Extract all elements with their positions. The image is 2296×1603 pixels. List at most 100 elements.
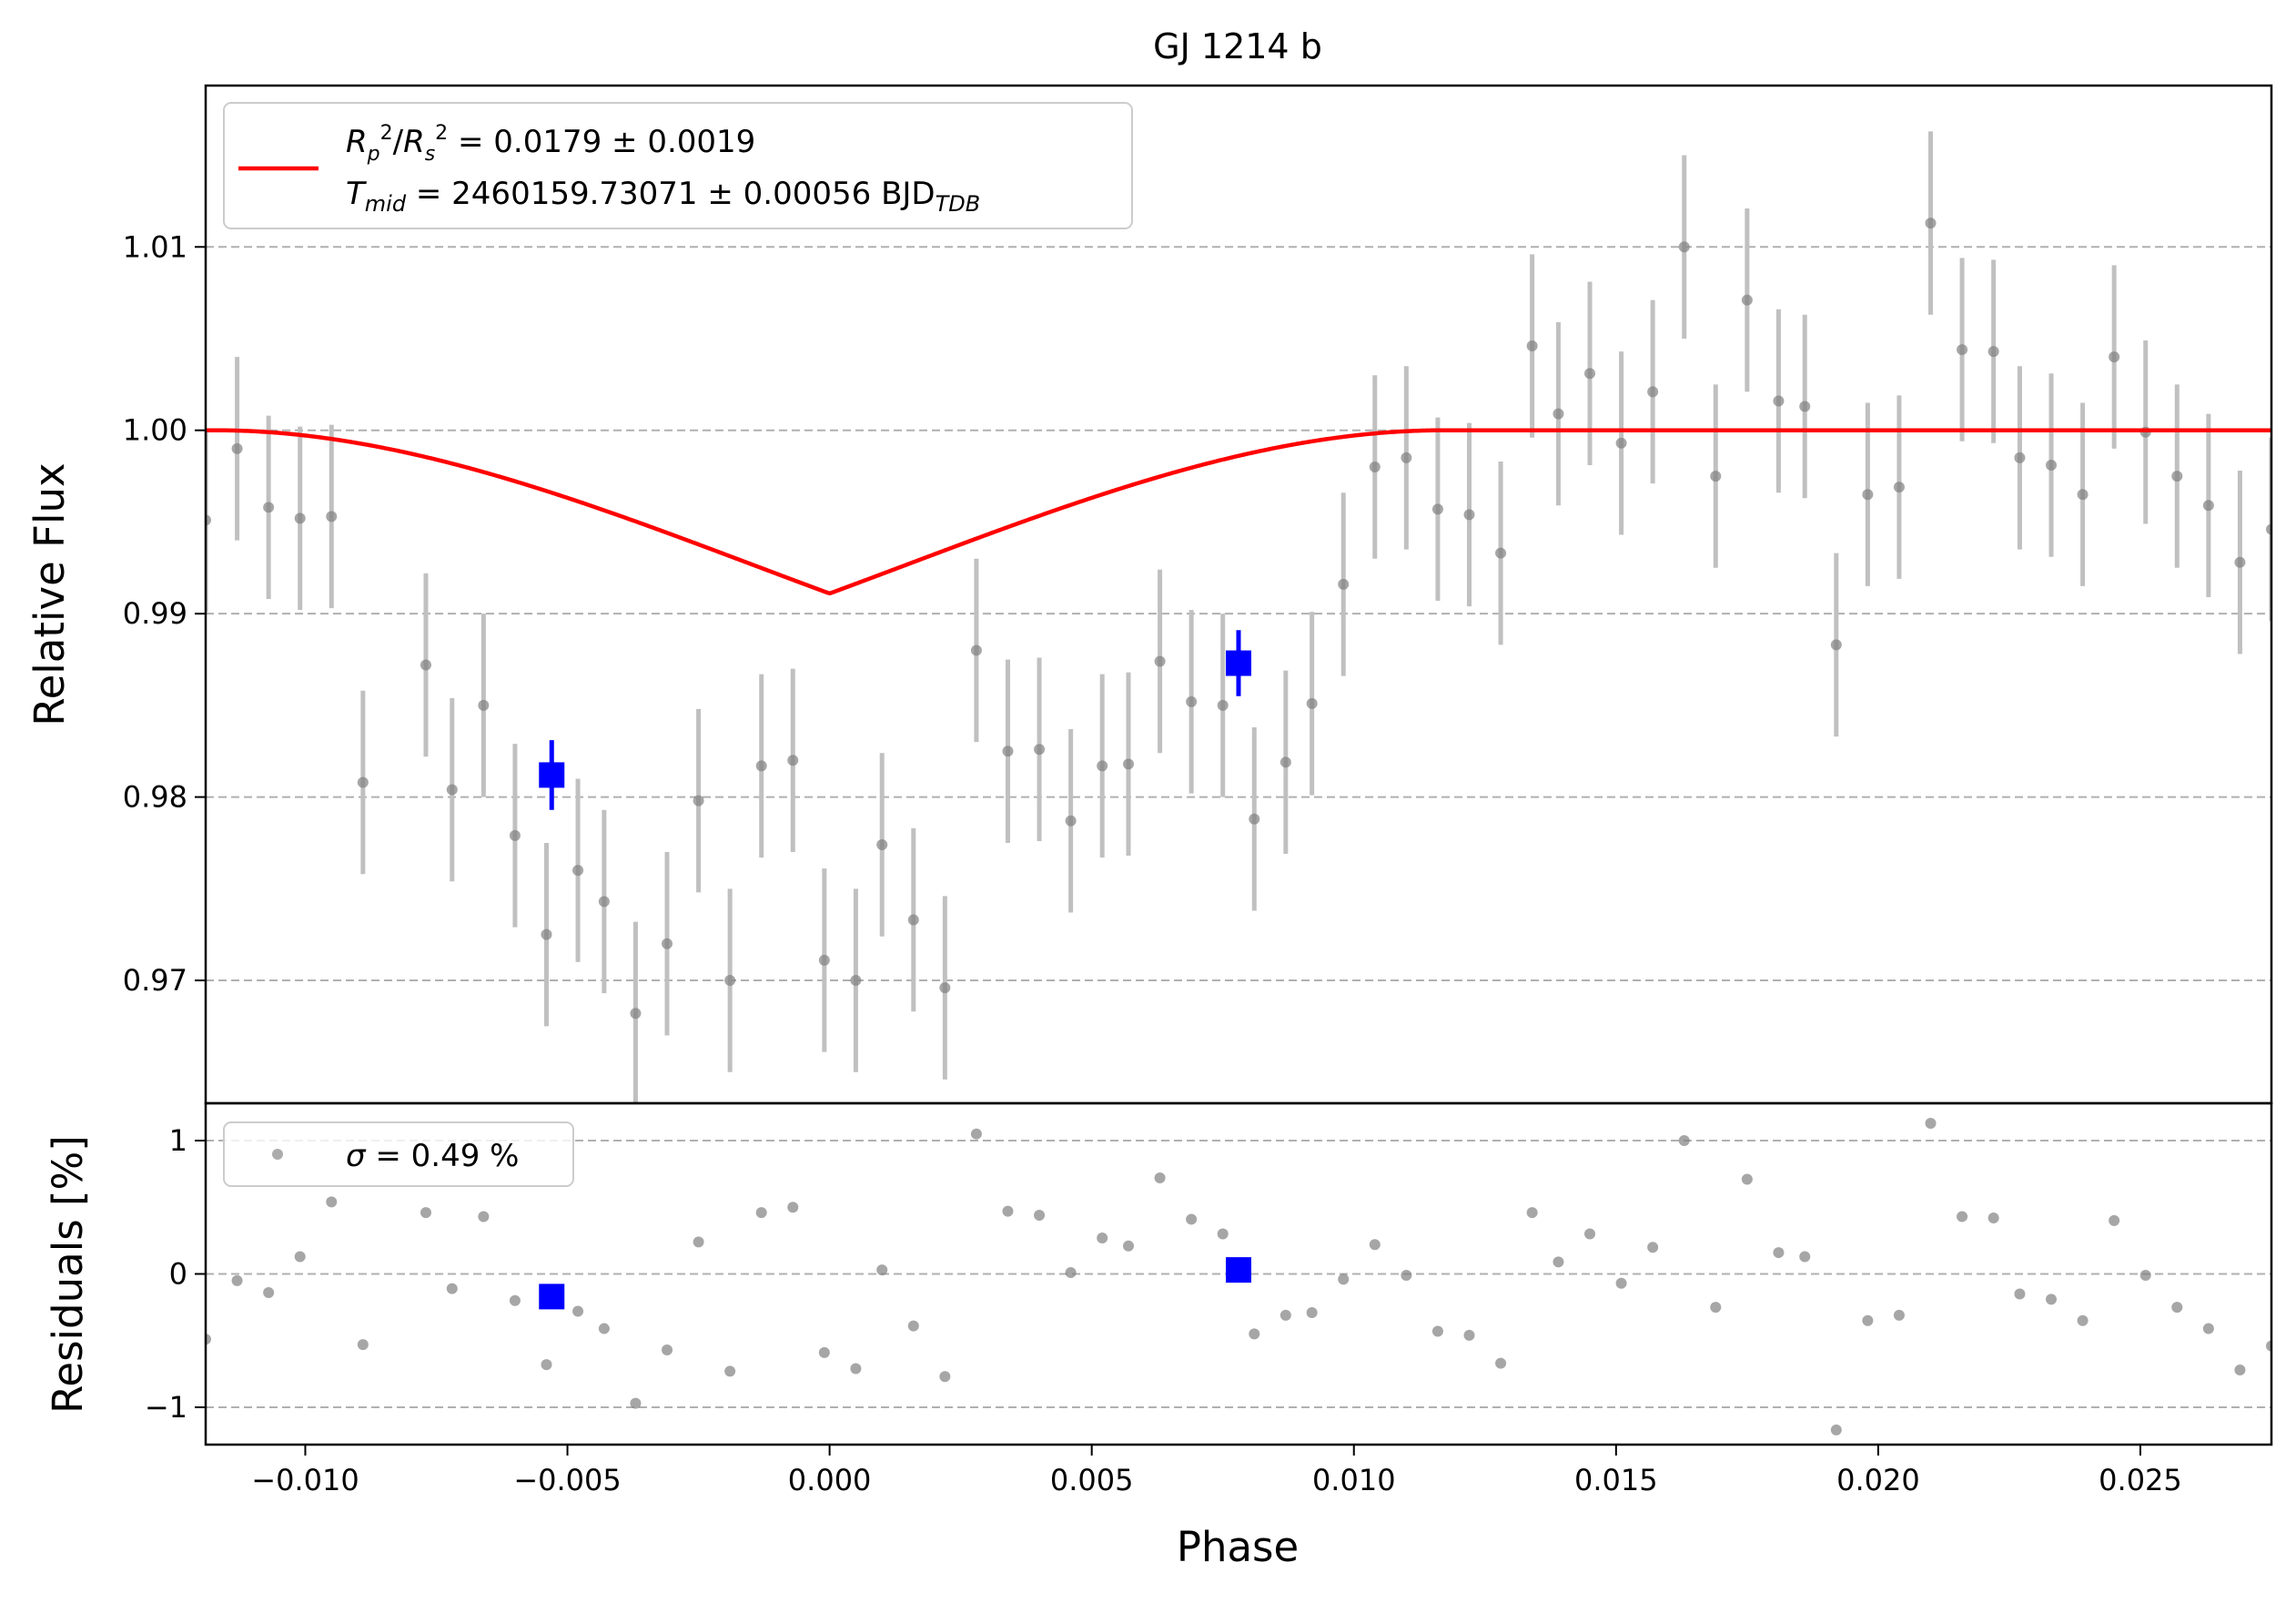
binned-point [1226, 650, 1251, 676]
data-point [2202, 500, 2214, 512]
data-point [2046, 459, 2058, 471]
legend-sigma-line: σ = 0.49 % [346, 1138, 520, 1174]
residual-point [1862, 1314, 1874, 1326]
legend-rp-line: Rp2/Rs2 = 0.0179 ± 0.0019 [346, 122, 755, 166]
residual-point [2014, 1288, 2026, 1300]
data-point [326, 511, 338, 522]
data-point [1097, 760, 1108, 772]
data-point [294, 512, 306, 524]
data-point [1773, 395, 1785, 407]
x-tick-label: 0.000 [788, 1463, 872, 1497]
data-point [2109, 351, 2120, 363]
data-point [1799, 401, 1811, 412]
residual-point [2266, 1340, 2271, 1352]
residual-binned-point [1226, 1257, 1251, 1283]
residual-point [1338, 1273, 1350, 1285]
data-point [1002, 746, 1014, 757]
top-y-tick-label: 0.97 [123, 963, 187, 998]
bottom-y-tick-label: 0 [169, 1257, 187, 1292]
data-point [1893, 482, 1905, 493]
data-point [509, 829, 521, 841]
top-data-points [206, 218, 2271, 1020]
x-tick-label: 0.015 [1574, 1463, 1658, 1497]
data-point [662, 938, 673, 949]
data-point [1186, 695, 1198, 707]
data-point [2077, 489, 2089, 501]
residual-points [206, 1117, 2271, 1436]
data-point [970, 644, 982, 656]
data-point [572, 865, 584, 877]
residual-point [1957, 1211, 1968, 1223]
residual-point [1034, 1210, 1046, 1222]
residual-point [1710, 1302, 1722, 1314]
residual-point [755, 1207, 767, 1219]
top-y-tick-label: 1.01 [123, 229, 187, 264]
x-ticks: −0.010 −0.005 0.000 0.005 0.010 0.015 0.020 0.0… [251, 1445, 2182, 1497]
residual-point [1830, 1424, 1842, 1436]
chart-title: GJ 1214 b [1153, 26, 1322, 66]
data-point [755, 760, 767, 772]
transit-light-curve-panel: 0.97 0.98 0.99 1.00 1.01 Relative Flux Rp2/R… [25, 84, 2273, 1105]
residual-point [1369, 1239, 1381, 1251]
residual-point [907, 1320, 919, 1332]
data-point [1615, 437, 1627, 449]
residual-point [1773, 1247, 1785, 1259]
bottom-y-tick-label: −1 [145, 1390, 187, 1425]
data-point [1925, 218, 1937, 229]
residual-point [1249, 1328, 1260, 1340]
residual-point [2171, 1302, 2183, 1314]
data-point [206, 514, 211, 526]
data-point [1338, 578, 1350, 590]
residual-point [1799, 1251, 1811, 1263]
binned-point [539, 762, 565, 788]
data-point [939, 982, 951, 994]
data-point [787, 755, 799, 766]
residual-point [970, 1128, 982, 1140]
data-point [1862, 489, 1874, 501]
data-point [1249, 813, 1260, 825]
data-point [1741, 294, 1753, 306]
residual-point [818, 1346, 830, 1358]
residual-binned-point [539, 1283, 565, 1310]
residual-binned-points [539, 1257, 1251, 1310]
top-legend: Rp2/Rs2 = 0.0179 ± 0.0019 Tmid = 2460159… [223, 102, 1133, 229]
residual-point [1615, 1277, 1627, 1289]
residual-point [1279, 1309, 1291, 1321]
x-axis-label: Phase [1177, 1523, 1299, 1571]
data-point [2234, 556, 2246, 568]
residual-point [787, 1202, 799, 1213]
x-tick-label: 0.010 [1312, 1463, 1396, 1497]
residual-point [206, 1334, 211, 1345]
residual-point [294, 1251, 306, 1263]
data-point [2266, 523, 2271, 535]
residual-point [2109, 1214, 2120, 1226]
residual-point [1431, 1325, 1443, 1337]
residuals-panel: −1 0 1 −0.010 −0.005 0.000 0.005 0.010 0.015 0.0… [44, 1101, 2273, 1571]
top-binned-points [539, 630, 1251, 810]
residual-point [572, 1305, 584, 1317]
residual-point [1553, 1256, 1564, 1268]
data-point [818, 954, 830, 966]
residual-point [850, 1363, 862, 1375]
residual-point [326, 1196, 338, 1208]
data-point [1279, 756, 1291, 768]
residual-point [2139, 1269, 2151, 1281]
residual-point [2077, 1314, 2089, 1326]
data-point [1217, 699, 1229, 711]
data-point [1830, 639, 1842, 651]
residual-point [1401, 1269, 1412, 1281]
residual-point [263, 1287, 275, 1299]
residual-point [1495, 1357, 1507, 1369]
data-point [1065, 815, 1077, 827]
residual-point [598, 1323, 610, 1334]
data-point [1584, 368, 1596, 380]
data-point [2014, 451, 2026, 463]
residual-point [446, 1283, 458, 1294]
residual-point [2202, 1323, 2214, 1334]
data-point [1553, 408, 1564, 420]
data-point [1034, 744, 1046, 756]
residual-point [939, 1371, 951, 1383]
residual-point [1647, 1242, 1659, 1253]
data-point [1988, 346, 1999, 358]
residual-point [357, 1339, 369, 1351]
